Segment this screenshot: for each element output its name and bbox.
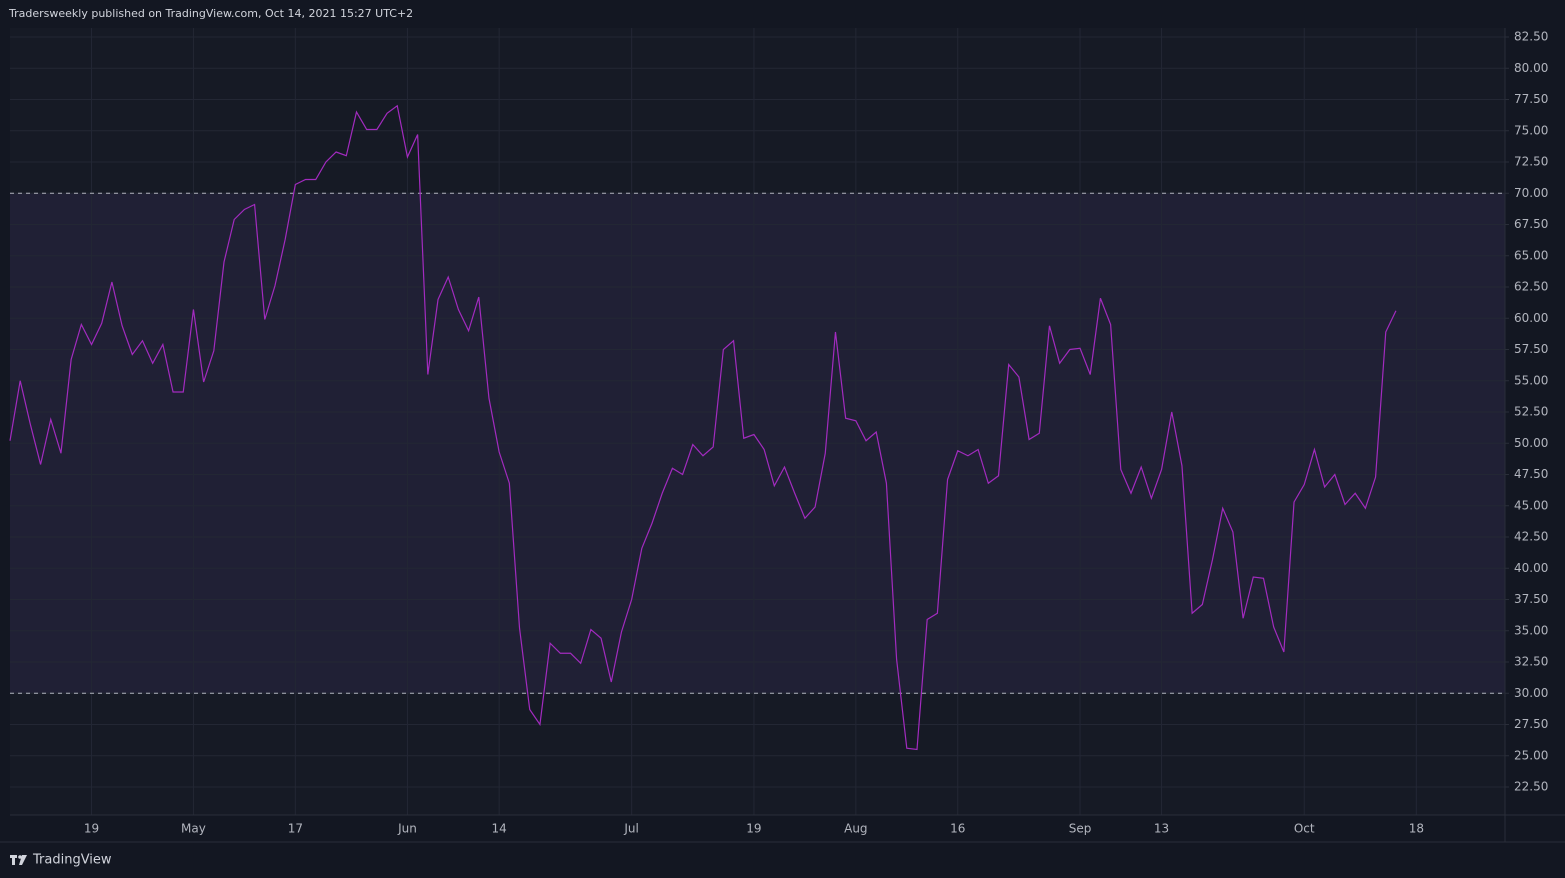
y-tick-label: 45.00	[1514, 498, 1548, 512]
x-tick-label: 13	[1154, 822, 1169, 836]
y-tick-label: 35.00	[1514, 623, 1548, 637]
y-tick-label: 42.50	[1514, 530, 1548, 544]
x-tick-label: Oct	[1294, 822, 1315, 836]
x-tick-label: May	[181, 822, 206, 836]
y-tick-label: 80.00	[1514, 61, 1548, 75]
x-tick-label: 16	[950, 822, 965, 836]
y-tick-label: 32.50	[1514, 655, 1548, 669]
x-tick-label: 19	[84, 822, 99, 836]
y-tick-label: 60.00	[1514, 311, 1548, 325]
y-tick-label: 67.50	[1514, 217, 1548, 231]
y-tick-label: 47.50	[1514, 467, 1548, 481]
y-tick-label: 37.50	[1514, 592, 1548, 606]
y-tick-label: 70.00	[1514, 186, 1548, 200]
y-tick-label: 55.00	[1514, 373, 1548, 387]
header-title: Tradersweekly published on TradingView.c…	[8, 7, 413, 20]
y-tick-label: 72.50	[1514, 155, 1548, 169]
x-tick-label: 18	[1409, 822, 1424, 836]
y-tick-label: 50.00	[1514, 436, 1548, 450]
chart: 22.50 25.00 27.50 30.00 32.50 35.00 37.50 40.00…	[9, 28, 1548, 836]
y-tick-label: 65.00	[1514, 248, 1548, 262]
y-tick-label: 75.00	[1514, 123, 1548, 137]
y-tick-label: 82.50	[1514, 30, 1548, 44]
x-tick-label: Jul	[623, 822, 638, 836]
plot-area	[10, 28, 1505, 815]
y-tick-label: 25.00	[1514, 748, 1548, 762]
x-tick-label: Aug	[844, 822, 867, 836]
line	[9, 104, 1397, 751]
y-tick-label: 40.00	[1514, 561, 1548, 575]
x-tick-label: 17	[288, 822, 303, 836]
y-tick-label: 77.50	[1514, 92, 1548, 106]
y-tick-label: 27.50	[1514, 717, 1548, 731]
y-tick-label: 22.50	[1514, 780, 1548, 794]
y-tick-label: 52.50	[1514, 405, 1548, 419]
x-tick-label: 19	[746, 822, 761, 836]
x-tick-label: Sep	[1069, 822, 1092, 836]
y-tick-label: 30.00	[1514, 686, 1548, 700]
x-tick-label: 14	[492, 822, 507, 836]
y-tick-label: 57.50	[1514, 342, 1548, 356]
x-tick-label: Jun	[397, 822, 417, 836]
logo	[10, 855, 27, 865]
footer-brand: TradingView	[32, 853, 112, 868]
y-tick-label: 62.50	[1514, 280, 1548, 294]
